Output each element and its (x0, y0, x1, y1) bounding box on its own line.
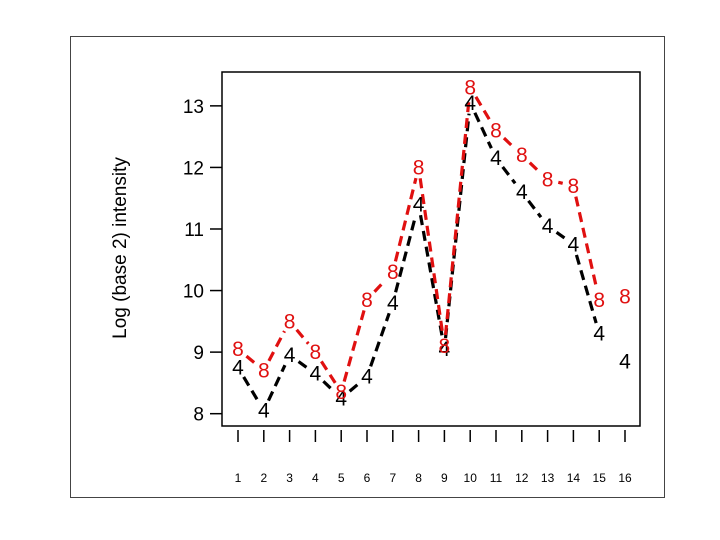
data-point-symbol: 8 (439, 335, 451, 358)
x-tick-label: 5 (338, 471, 345, 485)
x-tick-label: 14 (567, 471, 581, 485)
data-point-symbol: 8 (464, 76, 476, 99)
data-point-symbol: 8 (232, 338, 244, 361)
series-line-segment (297, 360, 308, 369)
data-point-symbol: 4 (516, 181, 528, 204)
series-line-segment (443, 113, 471, 339)
series-line-segment (348, 382, 360, 393)
data-point-symbol: 4 (464, 92, 476, 115)
x-tick-label: 4 (312, 471, 319, 485)
x-axis: 1 2 3 4 5 6 7 8 9 10 11 12 13 14 15 16 (235, 430, 632, 485)
x-tick-label: 7 (389, 471, 396, 485)
x-tick-label: 8 (415, 471, 422, 485)
data-point-symbol: 8 (619, 286, 631, 309)
x-tick-label: 6 (364, 471, 371, 485)
data-point-symbol: 4 (232, 357, 244, 380)
series-line-segment (266, 364, 287, 402)
data-point-symbol: 4 (361, 366, 373, 389)
y-tick-label: 11 (184, 220, 204, 241)
x-tick-label: 15 (593, 471, 607, 485)
x-tick-label: 13 (541, 471, 555, 485)
x-tick-label: 9 (441, 471, 448, 485)
series-line-segment (342, 309, 366, 382)
y-tick-label: 8 (193, 405, 204, 426)
x-tick-label: 10 (464, 471, 478, 485)
data-point-symbol: 4 (335, 387, 347, 410)
data-point-symbol: 8 (593, 289, 605, 312)
series-line-segment (267, 330, 286, 362)
data-point-symbol: 4 (619, 350, 631, 373)
y-tick-label: 13 (183, 97, 204, 118)
series-line-segment (373, 279, 387, 293)
series-line-segment (473, 112, 493, 149)
data-point-symbol: 4 (593, 323, 605, 346)
series-line-segment (418, 178, 445, 336)
x-tick-label: 1 (235, 471, 242, 485)
plot-area (221, 71, 641, 427)
series-line-segment (555, 231, 566, 240)
data-point-symbol: 4 (310, 363, 322, 386)
series-line-segment (527, 199, 543, 219)
series-line-segment (528, 161, 541, 174)
data-point-symbol: 4 (439, 338, 451, 361)
y-axis: 8 9 10 11 12 13 (183, 97, 222, 426)
data-point-symbol: 4 (413, 193, 425, 216)
data-point-symbol: 8 (361, 289, 373, 312)
series-line-segment (418, 214, 445, 339)
series-line-segment (369, 312, 391, 367)
data-point-symbol: 4 (258, 400, 270, 423)
data-point-symbol: 8 (258, 360, 270, 383)
series-line-segment (393, 177, 418, 262)
data-point-symbol: 4 (490, 147, 502, 170)
series-lines (242, 96, 599, 402)
series-line-segment (394, 214, 418, 293)
x-tick-label: 16 (618, 471, 632, 485)
series-line-segment (443, 98, 471, 336)
series-line-segment (574, 254, 598, 324)
series-line-segment (501, 165, 517, 185)
x-tick-label: 11 (490, 471, 503, 485)
series-line-segment (557, 180, 564, 185)
y-tick-label: 9 (193, 343, 204, 364)
data-point-symbol: 8 (387, 261, 399, 284)
series-line-segment (295, 328, 310, 345)
x-tick-label: 12 (515, 471, 529, 485)
x-tick-label: 2 (260, 471, 267, 485)
data-point-symbol: 8 (490, 119, 502, 142)
data-point-symbol: 4 (284, 344, 296, 367)
data-point-symbol: 8 (413, 156, 425, 179)
data-point-symbol: 8 (310, 341, 322, 364)
data-point-symbol: 8 (335, 381, 347, 404)
y-tick-label: 10 (183, 282, 204, 303)
data-point-symbol: 4 (387, 292, 399, 315)
series-line-segment (245, 354, 257, 365)
figure-frame (70, 36, 665, 498)
data-point-symbol: 8 (542, 169, 554, 192)
y-tick-label: 12 (183, 158, 204, 179)
data-point-symbol: 8 (516, 144, 528, 167)
series-line-segment (322, 380, 335, 392)
series-line-segment (242, 376, 260, 402)
series-line-segment (502, 136, 515, 149)
data-point-symbol: 8 (568, 175, 580, 198)
data-point-symbol: 8 (284, 310, 296, 333)
data-point-symbol: 4 (542, 215, 554, 238)
y-axis-label: Log (base 2) intensity (110, 157, 131, 339)
data-point-symbol: 4 (568, 233, 580, 256)
series-line-segment (320, 360, 337, 384)
series-line-segment (474, 96, 492, 122)
x-tick-label: 3 (286, 471, 293, 485)
